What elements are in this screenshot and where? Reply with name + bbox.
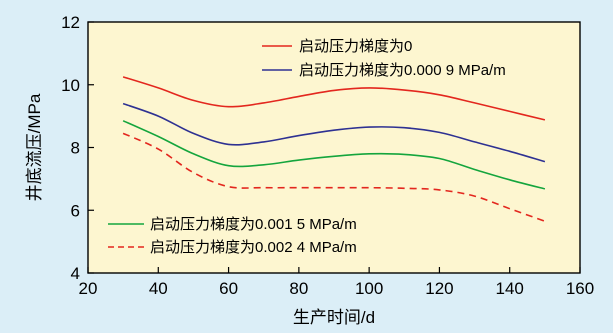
x-tick-label: 160 bbox=[566, 279, 594, 298]
x-tick-label: 140 bbox=[496, 279, 524, 298]
x-tick-label: 100 bbox=[355, 279, 383, 298]
y-axis: 4 6 8 10 12 bbox=[61, 13, 94, 283]
y-tick-label: 4 bbox=[71, 264, 80, 283]
series-line-3 bbox=[122, 120, 546, 190]
x-tick-label: 40 bbox=[149, 279, 168, 298]
y-tick-label: 12 bbox=[61, 13, 80, 32]
y-tick-label: 8 bbox=[71, 139, 80, 158]
series-lines bbox=[122, 76, 546, 222]
legend-top: 启动压力梯度为0 启动压力梯度为0.000 9 MPa/m bbox=[262, 38, 506, 79]
series-line-4 bbox=[122, 132, 546, 222]
x-tick-label: 120 bbox=[425, 279, 453, 298]
legend-label-series-2: 启动压力梯度为0.000 9 MPa/m bbox=[299, 62, 506, 79]
x-tick-label: 80 bbox=[289, 279, 308, 298]
plot-area bbox=[88, 22, 580, 273]
x-tick-label: 60 bbox=[219, 279, 238, 298]
series-line-1 bbox=[122, 76, 546, 121]
legend-label-series-4: 启动压力梯度为0.002 4 MPa/m bbox=[150, 239, 357, 256]
y-tick-label: 10 bbox=[61, 76, 80, 95]
y-tick-label: 6 bbox=[71, 201, 80, 220]
x-tick-label: 20 bbox=[79, 279, 98, 298]
y-axis-title: 井底流压/MPa bbox=[25, 93, 44, 201]
x-axis-title: 生产时间/d bbox=[293, 308, 375, 327]
series-line-2 bbox=[122, 102, 546, 163]
x-axis: 20 40 60 80 100 120 140 160 bbox=[79, 267, 594, 298]
legend-label-series-1: 启动压力梯度为0 bbox=[299, 38, 412, 55]
legend-label-series-3: 启动压力梯度为0.001 5 MPa/m bbox=[150, 216, 357, 233]
legend-bottom: 启动压力梯度为0.001 5 MPa/m 启动压力梯度为0.002 4 MPa/… bbox=[108, 216, 357, 256]
